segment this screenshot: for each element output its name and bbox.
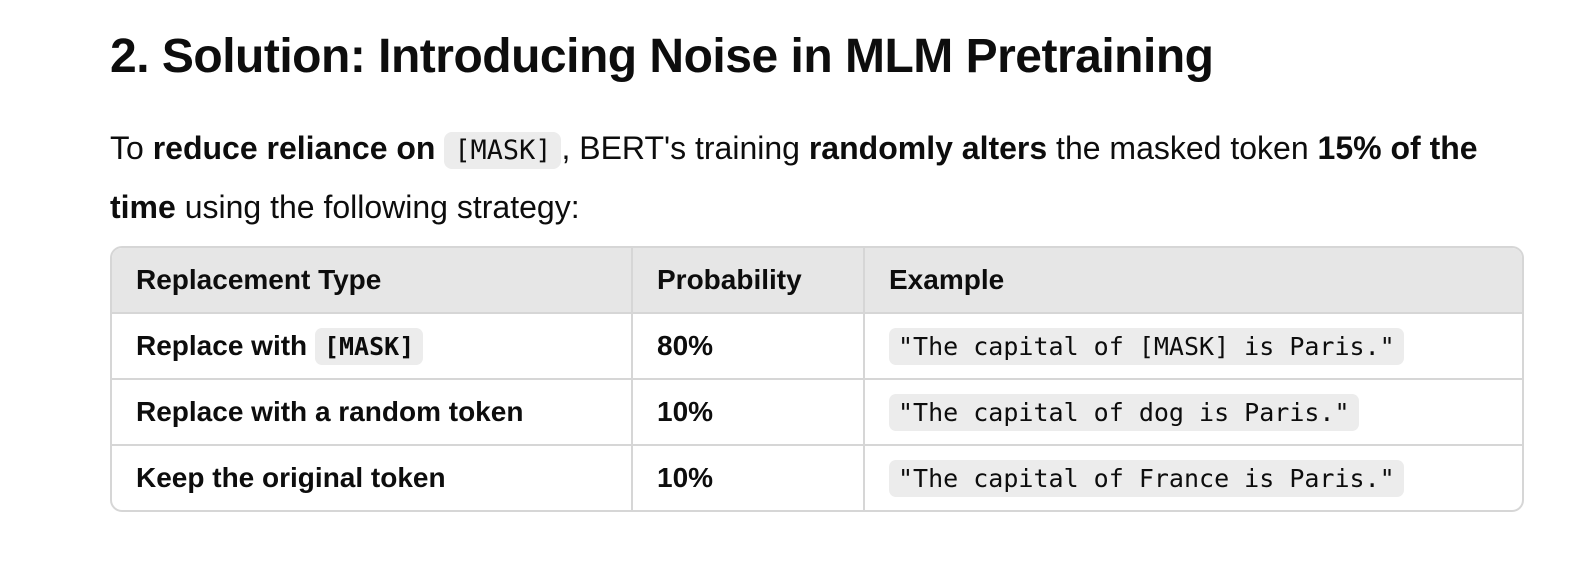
inline-code-mask: [MASK] — [444, 132, 562, 169]
example-cell: "The capital of France is Paris." — [864, 445, 1522, 510]
column-header-replacement-type: Replacement Type — [112, 248, 633, 314]
inline-code-mask: [MASK] — [314, 328, 424, 365]
column-header-example: Example — [864, 248, 1522, 314]
section-heading: 2. Solution: Introducing Noise in MLM Pr… — [110, 30, 1214, 83]
probability-cell: 10% — [632, 445, 865, 510]
table-row: Replace with [MASK] 80% "The capital of … — [112, 313, 1522, 380]
table-row: Replace with a random token 10% "The cap… — [112, 379, 1522, 446]
probability-cell: 80% — [632, 313, 865, 380]
intro-text: , BERT's training — [561, 130, 809, 166]
table-row: Keep the original token 10% "The capital… — [112, 445, 1522, 510]
replacement-type-cell: Keep the original token — [112, 445, 633, 510]
example-code: "The capital of France is Paris." — [889, 460, 1404, 497]
example-code: "The capital of dog is Paris." — [889, 394, 1359, 431]
example-cell: "The capital of [MASK] is Paris." — [864, 313, 1522, 380]
column-header-probability: Probability — [632, 248, 865, 314]
example-cell: "The capital of dog is Paris." — [864, 379, 1522, 446]
intro-text: using the following strategy: — [175, 189, 580, 225]
intro-paragraph: To reduce reliance on [MASK], BERT's tra… — [110, 120, 1522, 235]
intro-emphasis: reduce reliance on — [152, 130, 436, 166]
replacement-strategy-table: Replacement Type Probability Example Rep… — [110, 246, 1524, 512]
probability-cell: 10% — [632, 379, 865, 446]
intro-emphasis: 15% of the time — [110, 130, 1478, 225]
replacement-type-cell: Replace with a random token — [112, 379, 633, 446]
intro-text: the masked token — [1047, 130, 1318, 166]
table-header-row: Replacement Type Probability Example — [112, 248, 1522, 314]
replacement-type-text: Replace with — [136, 330, 308, 361]
example-code: "The capital of [MASK] is Paris." — [889, 328, 1404, 365]
intro-text: To — [110, 130, 153, 166]
replacement-type-cell: Replace with [MASK] — [112, 313, 633, 380]
intro-emphasis: randomly alters — [808, 130, 1048, 166]
